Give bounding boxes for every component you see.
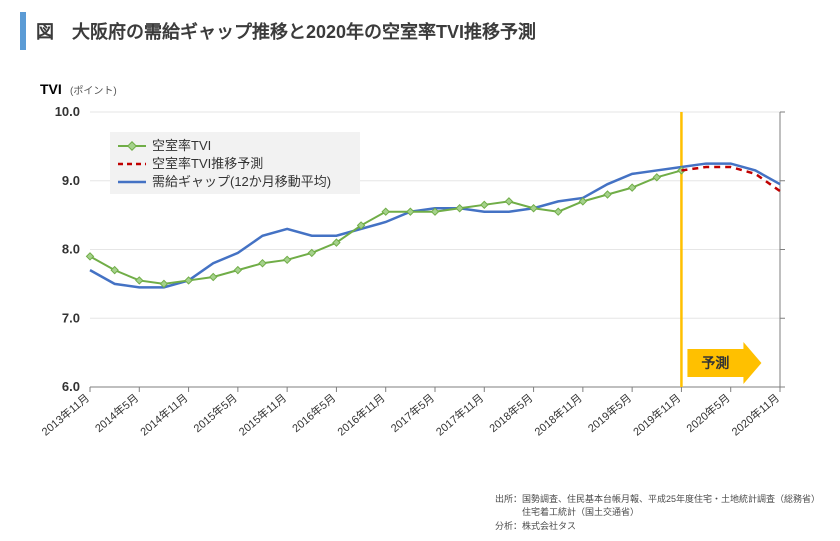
tvi-marker bbox=[629, 184, 636, 191]
x-tick-label: 2015年11月 bbox=[236, 391, 289, 439]
chart-container: TVI (ポイント) 10.0 9.0 8.0 7.0 6.02013年11月2014年5月… bbox=[30, 72, 810, 472]
tvi-marker bbox=[604, 191, 611, 198]
x-tick-label: 2017年5月 bbox=[388, 391, 437, 436]
source-line-2: 住宅着工統計（国土交通省） bbox=[495, 506, 820, 520]
x-tick-label: 2014年5月 bbox=[92, 391, 141, 436]
tvi-marker bbox=[653, 174, 660, 181]
x-tick-label: 2015年5月 bbox=[190, 391, 239, 436]
tvi-marker bbox=[530, 205, 537, 212]
legend-tvi: 空室率TVI bbox=[152, 138, 211, 153]
x-tick-label: 2019年11月 bbox=[630, 391, 683, 439]
tvi-marker bbox=[407, 208, 414, 215]
series-forecast-line bbox=[681, 167, 780, 191]
line-chart: TVI (ポイント) 10.0 9.0 8.0 7.0 6.02013年11月2014年5月… bbox=[30, 72, 810, 472]
y-tick-label: 9.0 bbox=[62, 173, 80, 188]
x-tick-label: 2014年11月 bbox=[137, 391, 190, 439]
x-tick-label: 2018年5月 bbox=[486, 391, 535, 436]
forecast-label: 予測 bbox=[701, 355, 729, 371]
y-axis-subtitle: (ポイント) bbox=[70, 85, 117, 97]
x-tick-label: 2020年5月 bbox=[683, 391, 732, 436]
legend-forecast: 空室率TVI推移予測 bbox=[152, 156, 263, 171]
tvi-marker bbox=[481, 201, 488, 208]
y-tick-label: 8.0 bbox=[62, 242, 80, 257]
tvi-marker bbox=[456, 205, 463, 212]
x-tick-label: 2016年5月 bbox=[289, 391, 338, 436]
x-tick-label: 2018年11月 bbox=[531, 391, 584, 439]
x-tick-label: 2016年11月 bbox=[334, 391, 387, 439]
x-tick-label: 2019年5月 bbox=[585, 391, 634, 436]
tvi-marker bbox=[308, 249, 315, 256]
tvi-marker bbox=[234, 267, 241, 274]
legend-gap: 需給ギャップ(12か月移動平均) bbox=[152, 174, 331, 189]
y-axis-title: TVI bbox=[40, 81, 62, 97]
source-line-3: 分析：株式会社タス bbox=[495, 520, 820, 534]
tvi-marker bbox=[505, 198, 512, 205]
x-tick-label: 2020年11月 bbox=[729, 391, 782, 439]
source-line-1: 出所：国勢調査、住民基本台帳月報、平成25年度住宅・土地統計調査（総務省） bbox=[495, 493, 820, 507]
y-tick-label: 10.0 bbox=[55, 104, 80, 119]
x-tick-label: 2017年11月 bbox=[433, 391, 486, 439]
tvi-marker bbox=[210, 273, 217, 280]
source-notes: 出所：国勢調査、住民基本台帳月報、平成25年度住宅・土地統計調査（総務省） 住宅… bbox=[495, 493, 820, 534]
y-tick-label: 6.0 bbox=[62, 379, 80, 394]
y-tick-label: 7.0 bbox=[62, 310, 80, 325]
tvi-marker bbox=[136, 277, 143, 284]
tvi-marker bbox=[555, 208, 562, 215]
chart-title: 図 大阪府の需給ギャップ推移と2020年の空室率TVI推移予測 bbox=[20, 12, 820, 50]
tvi-marker bbox=[284, 256, 291, 263]
tvi-marker bbox=[259, 260, 266, 267]
x-tick-label: 2013年11月 bbox=[39, 391, 92, 439]
